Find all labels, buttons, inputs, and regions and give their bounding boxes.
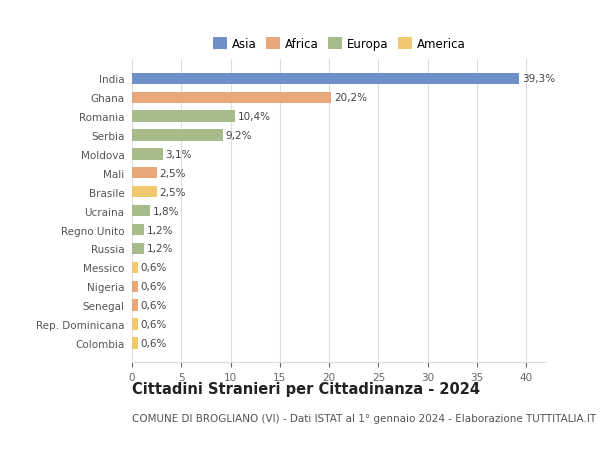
Text: 2,5%: 2,5% — [160, 187, 186, 197]
Bar — [132, 262, 138, 274]
Bar — [132, 130, 223, 141]
Bar — [132, 92, 331, 104]
Bar — [132, 206, 150, 217]
Bar — [132, 224, 144, 235]
Text: 20,2%: 20,2% — [334, 93, 367, 103]
Text: 0,6%: 0,6% — [141, 319, 167, 329]
Text: 1,8%: 1,8% — [152, 206, 179, 216]
Text: 2,5%: 2,5% — [160, 168, 186, 179]
Bar — [132, 319, 138, 330]
Legend: Asia, Africa, Europa, America: Asia, Africa, Europa, America — [211, 35, 467, 53]
Text: 3,1%: 3,1% — [166, 150, 192, 160]
Bar — [132, 300, 138, 311]
Bar — [132, 149, 163, 160]
Text: 1,2%: 1,2% — [147, 225, 173, 235]
Text: 0,6%: 0,6% — [141, 282, 167, 291]
Text: 9,2%: 9,2% — [226, 131, 252, 140]
Bar — [132, 111, 235, 123]
Bar — [132, 281, 138, 292]
Bar — [132, 337, 138, 349]
Text: 0,6%: 0,6% — [141, 301, 167, 310]
Text: 0,6%: 0,6% — [141, 263, 167, 273]
Bar — [132, 73, 520, 85]
Text: 39,3%: 39,3% — [523, 74, 556, 84]
Text: COMUNE DI BROGLIANO (VI) - Dati ISTAT al 1° gennaio 2024 - Elaborazione TUTTITAL: COMUNE DI BROGLIANO (VI) - Dati ISTAT al… — [132, 413, 596, 423]
Text: 0,6%: 0,6% — [141, 338, 167, 348]
Bar — [132, 168, 157, 179]
Bar — [132, 243, 144, 255]
Text: 10,4%: 10,4% — [238, 112, 271, 122]
Text: 1,2%: 1,2% — [147, 244, 173, 254]
Bar — [132, 187, 157, 198]
Text: Cittadini Stranieri per Cittadinanza - 2024: Cittadini Stranieri per Cittadinanza - 2… — [132, 381, 480, 396]
